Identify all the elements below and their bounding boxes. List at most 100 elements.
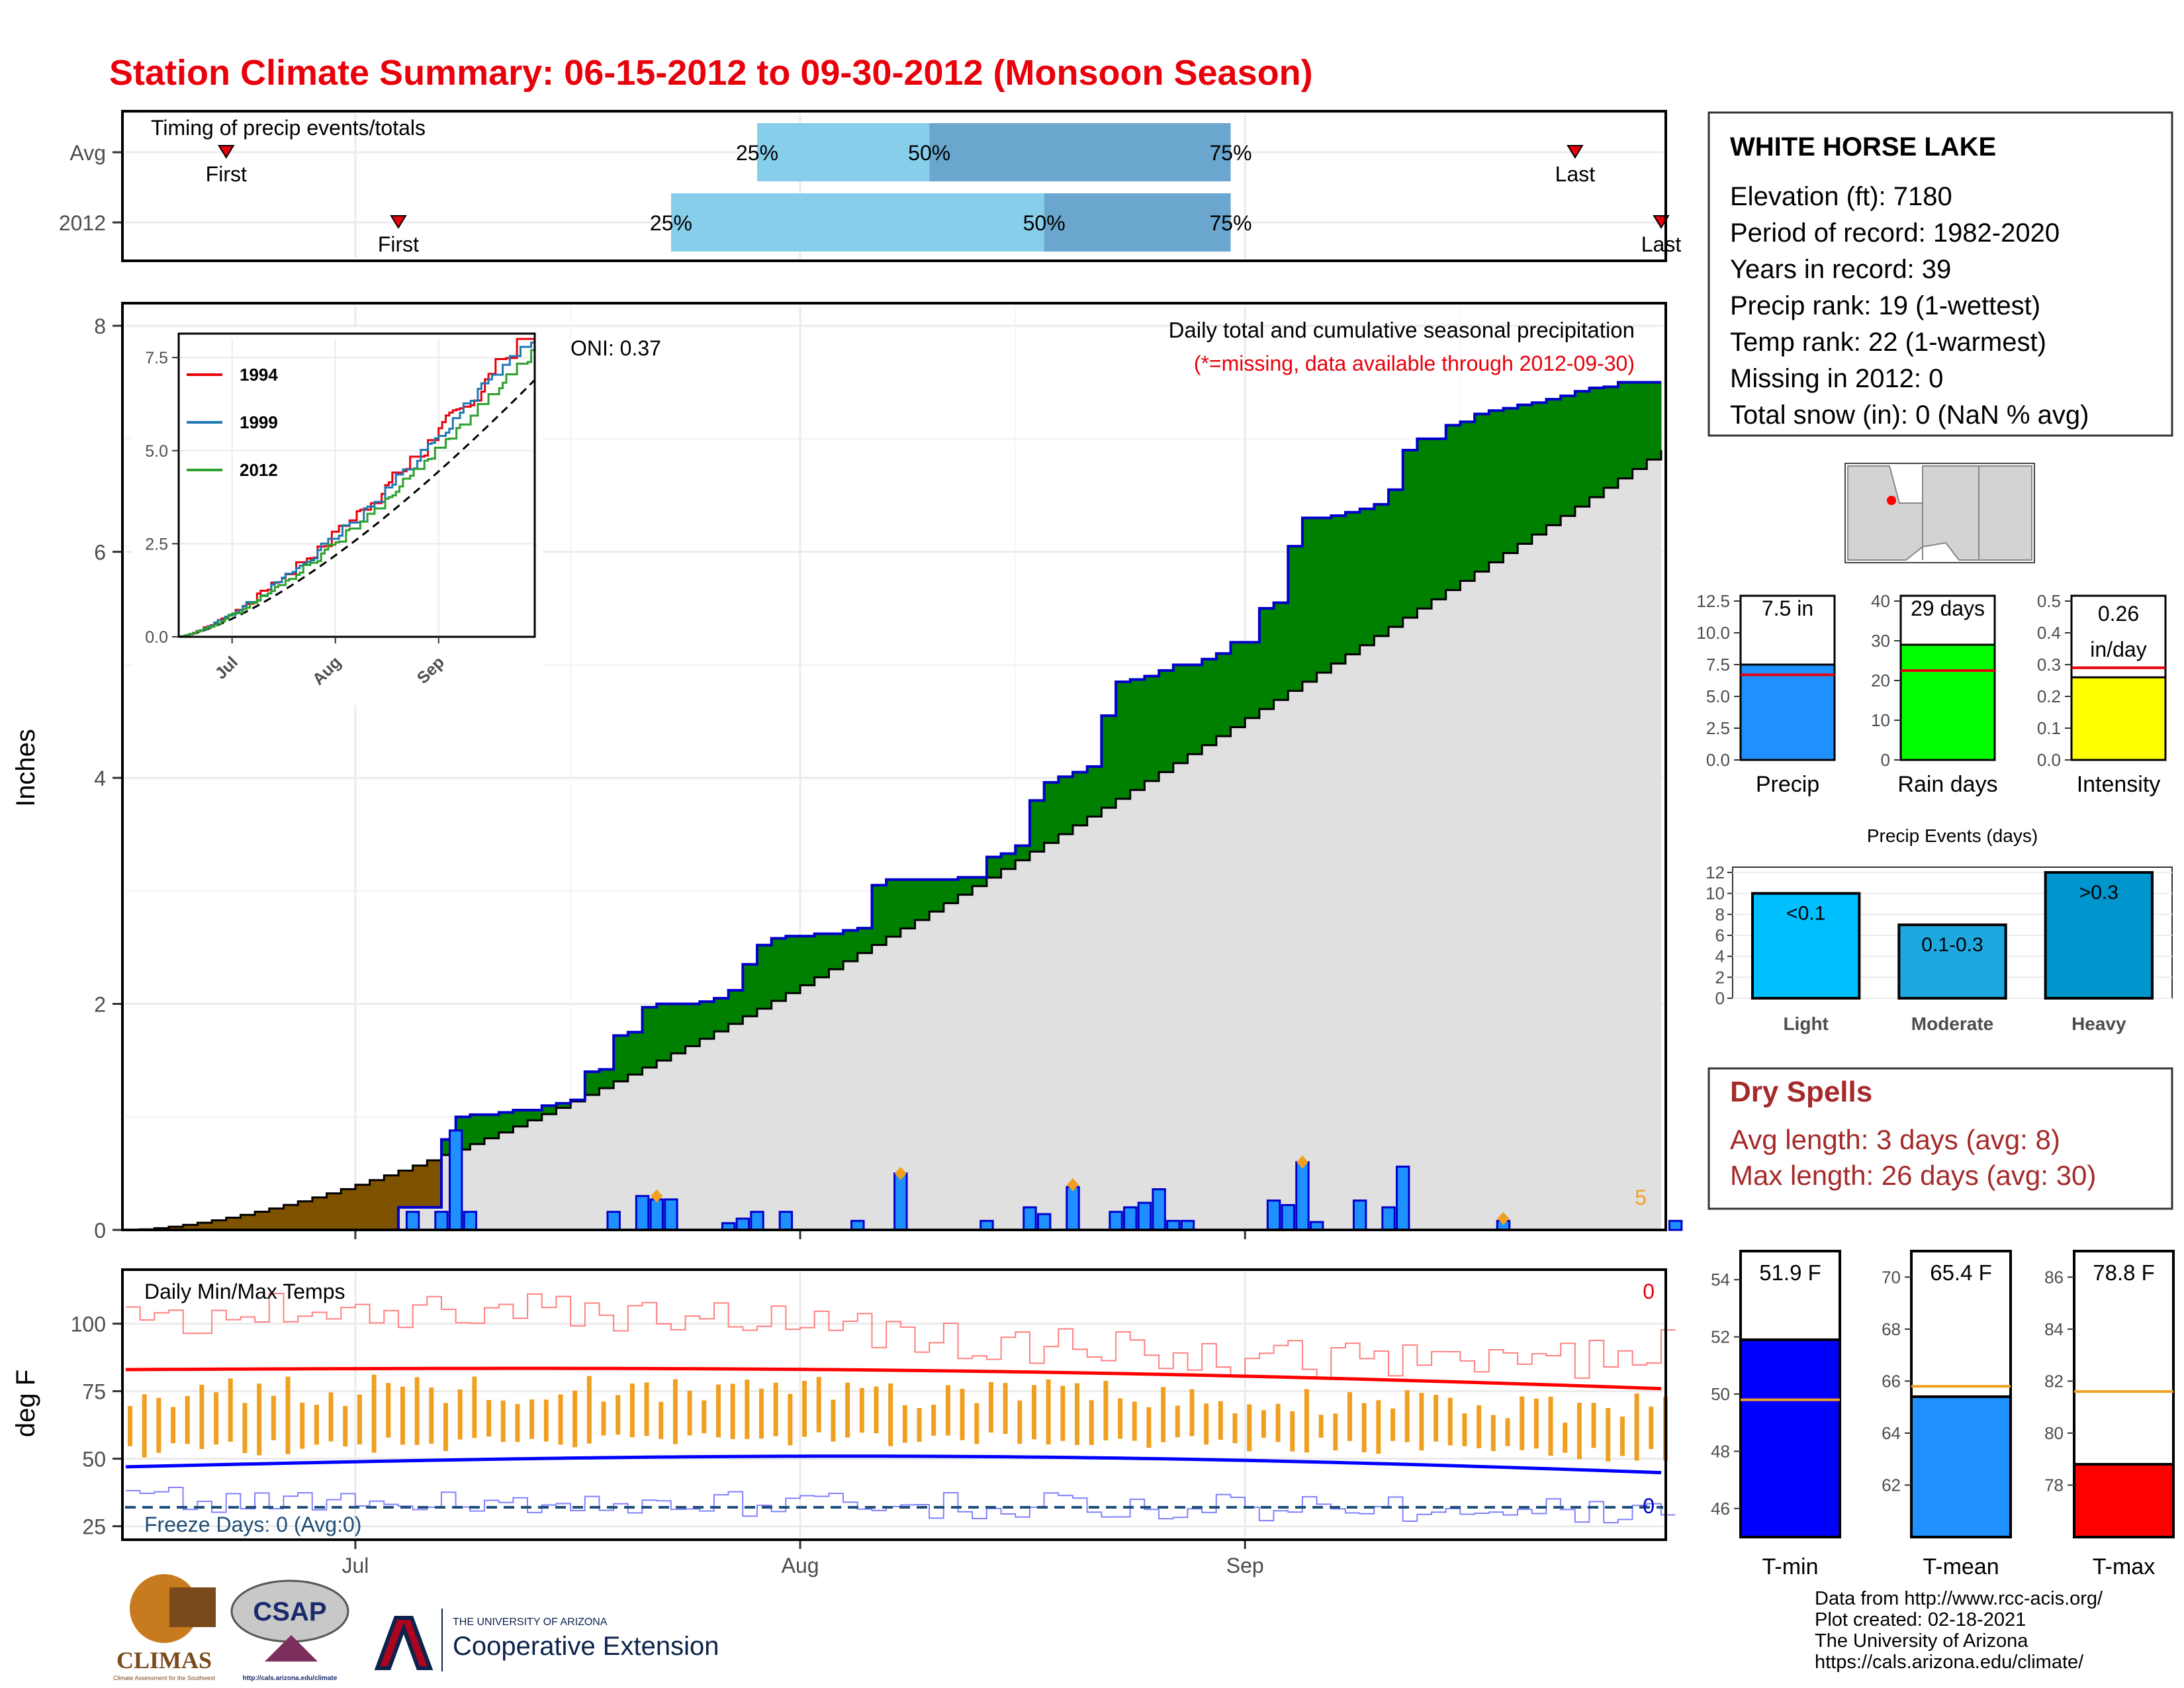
daily-temp-bar [1146,1407,1152,1448]
daily-precip-bar [649,1198,664,1231]
tempbar-ytick-label: 78 [2044,1475,2064,1495]
daily-temp-bar [1046,1379,1051,1445]
precip-event-bar-moderate [1897,923,2007,1000]
surplus-area [685,1004,700,1047]
page-title: Station Climate Summary: 06-15-2012 to 0… [109,53,1313,93]
precip-subheader: (*=missing, data available through 2012-… [1194,352,1635,375]
surplus-area [1302,518,1318,682]
timing-plot: Timing of precip events/totals Avg 25% 50% 7… [59,110,1681,262]
surplus-area [642,1007,657,1068]
daily-temp-bar [745,1380,750,1439]
timing-marker-last [1567,145,1584,159]
timing-row-label: 2012 [59,211,106,235]
surplus-area [1632,382,1647,469]
deficit-area [312,1197,328,1230]
temp-bar-label: T-min [1762,1554,1819,1579]
daily-temp-bar [128,1406,132,1446]
daily-precip-bar [1295,1161,1310,1231]
surplus-area [1144,676,1160,781]
station-info-line: Temp rank: 22 (1-warmest) [1730,328,2046,357]
daily-precip-bar [1166,1219,1181,1231]
daily-temp-bar [328,1392,334,1442]
surplus-area [1503,408,1518,553]
tempbar-ytick-label: 62 [1882,1475,1901,1495]
climo-area [126,449,1661,1231]
temp-bar-t-mean [1910,1395,2012,1538]
tempbar-ytick-label: 84 [2044,1319,2064,1339]
surplus-area [1087,767,1102,817]
daily-temp-bar [529,1399,535,1439]
daily-precip-bar [979,1219,994,1231]
daily-precip-bar [850,1219,865,1231]
dry-spells-title: Dry Spells [1730,1076,1872,1108]
deficit-area [369,1180,385,1230]
summary-bar-value-unit: in/day [2090,637,2146,661]
ua-logo-line1: THE UNIVERSITY OF ARIZONA [453,1617,608,1628]
precip-event-label: Heavy [2071,1013,2126,1034]
surplus-area [1331,515,1346,664]
inset-ytick-label: 5.0 [145,442,168,461]
precip-events-title: Precip Events (days) [1867,825,2038,846]
timing-label-q25: 25% [736,141,778,165]
precip-event-label: Light [1783,1013,1828,1034]
surplus-area [728,990,743,1024]
daily-temp-bar [214,1392,219,1445]
daily-temp-bar [572,1390,578,1448]
daily-precip-bar [1668,1219,1683,1231]
surplus-area [1546,399,1561,526]
location-map-shape [1847,465,2032,561]
daily-temp-bar [357,1394,362,1444]
daily-temp-bar [1161,1387,1166,1442]
surplus-area [972,877,987,886]
daily-precip-bar [1266,1199,1281,1231]
daily-temp-bar [1563,1423,1568,1453]
daily-precip-bar [1281,1203,1295,1231]
deficit-area [197,1223,212,1230]
surplus-area [1475,414,1490,572]
daily-precip-bar [1352,1199,1367,1231]
daily-temp-bar [400,1386,405,1445]
temp-bar-value: 65.4 F [1930,1260,1992,1285]
surplus-area [1058,776,1073,835]
daily-temp-bar [988,1382,993,1433]
temp-ytick-label: 25 [82,1515,106,1539]
daily-temp-bar [917,1408,922,1442]
main-ytick-label: 8 [94,314,106,338]
timing-label-first: First [206,162,247,186]
deficit-area [212,1220,227,1230]
surplus-area [800,936,815,986]
summary-ytick-label: 10.0 [1696,623,1730,643]
daily-temp-bar [1204,1403,1209,1445]
surplus-area [470,1114,485,1145]
surplus-area [1015,845,1030,861]
timing-frame [121,110,1667,262]
daily-temp-bar [543,1399,549,1442]
daily-precip-bar [1180,1219,1195,1231]
daily-temp-bar [644,1382,649,1436]
surplus-area [1617,382,1633,479]
timing-bar-q25-q50 [670,193,1044,252]
surplus-area [1101,716,1116,808]
daily-temp-bar [156,1397,161,1453]
daily-temp-bar [142,1394,147,1458]
daily-precip-bar [448,1129,463,1231]
timing-label-last: Last [1555,162,1596,186]
precip-marker [1067,1178,1079,1192]
events-ytick-label: 4 [1715,947,1725,966]
surplus-area [786,936,801,994]
daily-temp-bar [902,1405,907,1443]
surplus-area [627,1032,643,1075]
freeze-days-label: Freeze Days: 0 (Avg:0) [144,1513,361,1536]
surplus-area [1402,449,1418,618]
daily-temp-bar [1261,1410,1266,1438]
surplus-area [1159,670,1174,773]
precip-event-bar-light [1751,892,1861,1000]
climas-logo-shape [169,1587,216,1627]
daily-temp-bar [1132,1401,1137,1441]
daily-precip-bar [1123,1206,1138,1231]
temp-ytick-label: 75 [82,1380,106,1404]
timing-label-q75: 75% [1210,141,1252,165]
surplus-area [1561,396,1576,516]
precip-marker [1497,1211,1510,1225]
daily-temp-bar [1347,1392,1352,1441]
